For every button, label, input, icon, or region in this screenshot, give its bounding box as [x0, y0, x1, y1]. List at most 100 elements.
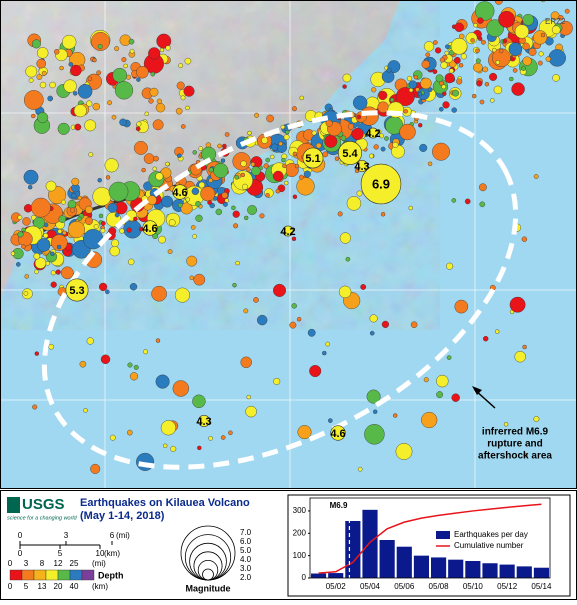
- earthquake-dot: [235, 260, 240, 266]
- earthquake-dot: [159, 47, 165, 53]
- legend-label: Cumulative number: [454, 541, 524, 550]
- earthquake-dot: [190, 225, 196, 230]
- earthquake-dot: [472, 93, 477, 99]
- earthquake-dot: [273, 377, 281, 385]
- earthquake-dot: [155, 374, 170, 389]
- y-tick-label: 0: [302, 573, 307, 582]
- earthquake-dot: [192, 394, 206, 408]
- event-label: 5.4: [342, 148, 358, 160]
- earthquake-dot: [111, 239, 120, 248]
- earthquake-dot: [55, 269, 61, 275]
- earthquake-dot: [493, 85, 503, 95]
- earthquake-dot: [479, 201, 486, 208]
- earthquake-dot: [346, 196, 362, 211]
- earthquake-dot: [480, 39, 486, 45]
- y-tick-label: 100: [293, 551, 307, 560]
- earthquake-dot: [31, 197, 51, 218]
- event-circle: [198, 415, 210, 427]
- scale-label: 6: [110, 531, 115, 540]
- earthquake-dot: [281, 157, 286, 163]
- x-tick-label: 05/04: [360, 582, 381, 591]
- depth-mi: 25: [70, 559, 79, 568]
- tagline: science for a changing world: [7, 515, 78, 521]
- earthquake-dot: [475, 58, 481, 64]
- earthquake-dot: [88, 152, 94, 157]
- earthquake-dot: [275, 188, 280, 194]
- earthquake-dot: [537, 60, 543, 66]
- earthquake-dot: [215, 208, 223, 216]
- x-tick-label: 05/10: [463, 582, 484, 591]
- earthquake-dot: [446, 262, 454, 270]
- depth-mi: 3: [24, 559, 29, 568]
- earthquake-dot: [17, 231, 24, 238]
- earthquake-dot: [423, 377, 429, 383]
- earthquake-dot: [61, 266, 74, 280]
- earthquake-dot: [153, 155, 159, 162]
- earthquake-dot: [77, 84, 93, 99]
- earthquake-dot: [184, 57, 192, 65]
- earthquake-dot: [90, 463, 101, 474]
- event-circle: [330, 425, 346, 441]
- earthquake-dot: [473, 62, 483, 73]
- earthquake-dot: [97, 44, 103, 50]
- x-tick-label: 05/06: [394, 582, 415, 591]
- earthquake-dot: [479, 99, 485, 105]
- earthquake-dot: [452, 89, 459, 97]
- event-label: 4.3: [354, 161, 369, 173]
- earthquake-dot: [180, 202, 193, 215]
- earthquake-dot: [86, 337, 94, 345]
- earthquake-dot: [421, 411, 438, 429]
- earthquake-dot: [114, 46, 120, 52]
- magnitude-value: 2.0: [240, 573, 252, 582]
- earthquake-dot: [419, 143, 428, 152]
- earthquake-dot: [299, 95, 304, 101]
- legend-subtitle: (May 1-14, 2018): [80, 510, 165, 522]
- earthquake-dot: [435, 74, 444, 83]
- earthquake-dot: [378, 133, 384, 139]
- bar: [311, 573, 327, 578]
- earthquake-dot: [155, 338, 161, 343]
- earthquake-dot: [213, 163, 229, 179]
- depth-swatch: [21, 569, 35, 581]
- earthquake-dot: [100, 228, 106, 234]
- earthquake-dot: [495, 329, 500, 334]
- earthquake-dot: [62, 230, 67, 236]
- earthquake-dot: [177, 153, 182, 158]
- earthquake-dot: [435, 47, 442, 54]
- depth-km: 20: [54, 582, 63, 591]
- earthquake-dot: [192, 234, 197, 239]
- earthquake-dot: [129, 48, 135, 54]
- earthquake-dot: [482, 66, 489, 73]
- earthquake-dot: [208, 167, 214, 173]
- earthquake-dot: [399, 123, 416, 141]
- earthquake-dot: [337, 211, 343, 217]
- earthquake-dot: [100, 220, 106, 226]
- earthquake-dot: [522, 42, 530, 50]
- earthquake-dot: [454, 299, 469, 314]
- earthquake-dot: [445, 44, 450, 49]
- earthquake-dot: [183, 85, 195, 97]
- earthquake-dot: [160, 420, 177, 436]
- earthquake-dot: [25, 65, 38, 78]
- depth-mi-unit: (mi): [92, 559, 106, 568]
- earthquake-dot: [84, 216, 93, 225]
- earthquake-dot: [266, 114, 274, 123]
- earthquake-dot: [483, 336, 489, 342]
- earthquake-dot: [73, 104, 87, 118]
- earthquake-dot: [489, 72, 498, 81]
- earthquake-dot: [369, 314, 378, 323]
- earthquake-dot: [36, 58, 47, 69]
- earthquake-dot: [436, 374, 449, 388]
- earthquake-dot: [509, 76, 514, 82]
- earthquake-dot: [441, 84, 447, 90]
- earthquake-dot: [259, 213, 265, 219]
- earthquake-dot: [538, 51, 544, 57]
- legend-title: Earthquakes on Kilauea Volcano: [80, 497, 250, 509]
- earthquake-dot: [342, 84, 347, 89]
- earthquake-dot: [165, 45, 171, 51]
- event-circle: [282, 225, 294, 237]
- earthquake-dot: [478, 183, 487, 192]
- earthquake-dot: [220, 435, 226, 440]
- earthquake-dot: [92, 102, 101, 111]
- earthquake-dot: [232, 283, 237, 288]
